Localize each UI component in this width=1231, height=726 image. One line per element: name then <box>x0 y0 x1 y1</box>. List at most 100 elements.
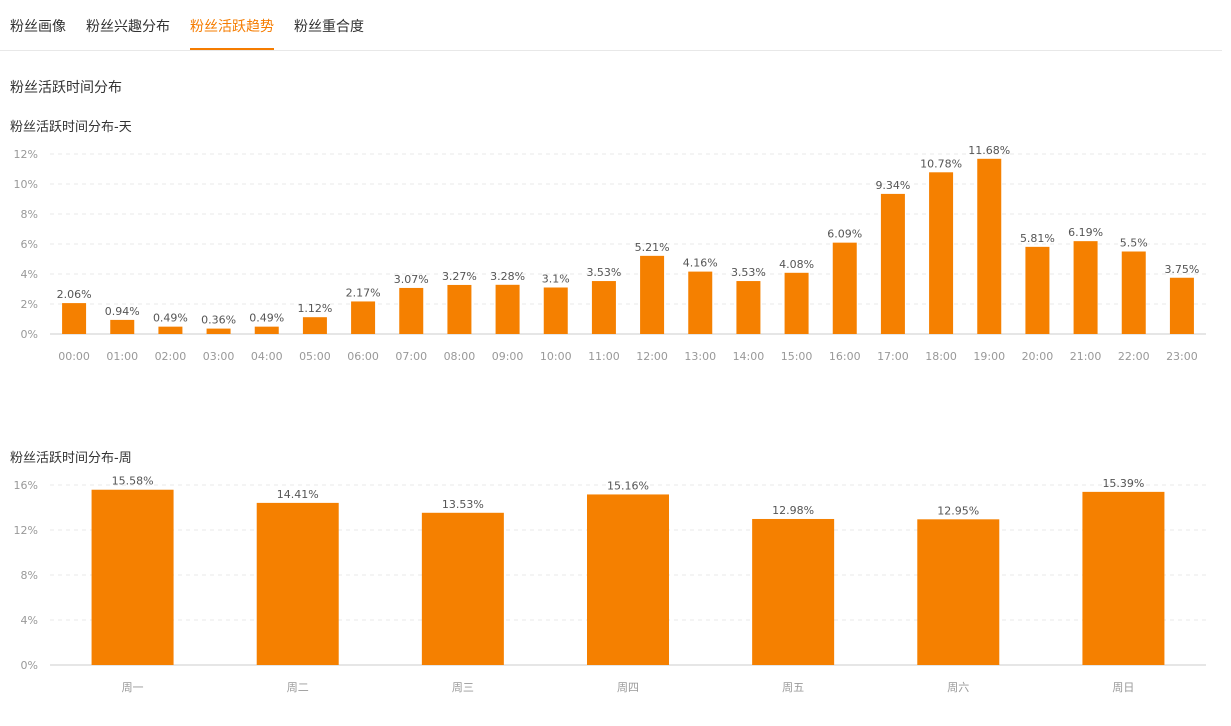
daily-chart-value-label: 3.75% <box>1164 263 1199 276</box>
weekly-activity-chart: 0% 4% 8% 12% 16% 15.58% 周一 14.41% 周二 13.53% 周三 15.1… <box>14 475 1206 694</box>
daily-chart-xtick-label: 19:00 <box>973 350 1005 363</box>
daily-chart-ytick-label: 10% <box>14 178 38 191</box>
daily-chart-xtick-label: 21:00 <box>1070 350 1102 363</box>
weekly-chart-ytick-label: 16% <box>14 479 38 492</box>
weekly-chart-bar[interactable] <box>587 494 669 665</box>
weekly-chart-xtick-label: 周日 <box>1112 681 1134 694</box>
daily-chart-bar[interactable] <box>1073 241 1098 334</box>
tab-fan-profile[interactable]: 粉丝画像 <box>10 19 66 35</box>
daily-chart-bar[interactable] <box>736 281 761 334</box>
daily-chart-xtick-label: 02:00 <box>155 350 187 363</box>
daily-chart-ytick-label: 0% <box>21 328 38 341</box>
daily-chart-bar[interactable] <box>543 287 568 335</box>
weekly-chart-title: 粉丝活跃时间分布-周 <box>10 451 132 466</box>
daily-chart-value-label: 4.16% <box>683 257 718 270</box>
weekly-chart-xtick-label: 周六 <box>947 681 969 694</box>
daily-chart-ytick-label: 4% <box>21 268 38 281</box>
daily-chart-bar[interactable] <box>110 319 135 334</box>
daily-chart-value-label: 1.12% <box>297 302 332 315</box>
daily-chart-value-label: 3.07% <box>394 273 429 286</box>
daily-chart-xtick-label: 00:00 <box>58 350 90 363</box>
daily-chart-value-label: 9.34% <box>875 179 910 192</box>
daily-chart-bar[interactable] <box>254 326 279 334</box>
daily-chart-bar[interactable] <box>832 242 857 334</box>
daily-chart-bar[interactable] <box>302 317 327 334</box>
daily-chart-ytick-label: 2% <box>21 298 38 311</box>
weekly-chart-value-label: 15.58% <box>112 475 154 488</box>
daily-chart-bar[interactable] <box>62 303 87 334</box>
daily-chart-ytick-label: 8% <box>21 208 38 221</box>
daily-chart-value-label: 2.06% <box>57 288 92 301</box>
daily-chart-ytick-label: 6% <box>21 238 38 251</box>
daily-chart-bar[interactable] <box>784 272 809 334</box>
weekly-chart-bar[interactable] <box>256 502 339 665</box>
weekly-chart-bar[interactable] <box>421 512 504 665</box>
daily-chart-xtick-label: 13:00 <box>684 350 716 363</box>
daily-chart-value-label: 0.36% <box>201 314 236 327</box>
daily-chart-value-label: 3.53% <box>731 266 766 279</box>
daily-chart-value-label: 0.49% <box>249 312 284 325</box>
daily-activity-chart: 0% 2% 4% 6% 8% 10% 12% 2.06% 00:00 0.94% 01:00 0.49… <box>14 144 1206 363</box>
daily-chart-bar[interactable] <box>158 326 183 334</box>
weekly-chart-bar[interactable] <box>1082 491 1165 665</box>
daily-chart-ytick-label: 12% <box>14 148 38 161</box>
daily-chart-value-label: 0.94% <box>105 305 140 318</box>
daily-chart-xtick-label: 18:00 <box>925 350 957 363</box>
daily-chart-xtick-label: 05:00 <box>299 350 331 363</box>
daily-chart-bar[interactable] <box>447 284 472 334</box>
daily-chart-xtick-label: 08:00 <box>444 350 476 363</box>
daily-chart-bar[interactable] <box>688 271 713 334</box>
daily-chart-bar[interactable] <box>929 172 954 334</box>
daily-chart-value-label: 3.28% <box>490 270 525 283</box>
daily-chart-xtick-label: 15:00 <box>781 350 813 363</box>
daily-chart-xtick-label: 01:00 <box>106 350 138 363</box>
tab-fan-overlap[interactable]: 粉丝重合度 <box>294 19 364 35</box>
daily-chart-value-label: 11.68% <box>968 144 1010 157</box>
daily-chart-value-label: 4.08% <box>779 258 814 271</box>
daily-chart-bar[interactable] <box>1169 277 1194 334</box>
tab-fan-activity-trend[interactable]: 粉丝活跃趋势 <box>190 19 274 35</box>
daily-chart-bar[interactable] <box>495 284 520 334</box>
daily-chart-bar[interactable] <box>399 287 424 334</box>
daily-chart-bar[interactable] <box>206 328 231 334</box>
daily-chart-bar[interactable] <box>1121 251 1146 335</box>
weekly-chart-value-label: 13.53% <box>442 498 484 511</box>
weekly-chart-bar[interactable] <box>917 519 1000 665</box>
daily-chart-xtick-label: 09:00 <box>492 350 524 363</box>
weekly-chart-value-label: 15.16% <box>607 479 649 492</box>
weekly-chart-bar[interactable] <box>752 518 835 665</box>
weekly-chart-xtick-label: 周四 <box>617 681 639 694</box>
weekly-chart-value-label: 12.95% <box>937 504 979 517</box>
weekly-chart-ytick-label: 8% <box>21 569 38 582</box>
daily-chart-value-label: 6.19% <box>1068 226 1103 239</box>
weekly-chart-bar[interactable] <box>91 489 174 665</box>
daily-chart-xtick-label: 07:00 <box>395 350 427 363</box>
daily-chart-bar[interactable] <box>1025 246 1050 334</box>
weekly-chart-ytick-label: 0% <box>21 659 38 672</box>
daily-chart-bar[interactable] <box>977 158 1002 334</box>
daily-chart-value-label: 0.49% <box>153 312 188 325</box>
daily-chart-bar[interactable] <box>640 255 665 334</box>
daily-chart-bar[interactable] <box>591 281 616 334</box>
tab-bar: 粉丝画像 粉丝兴趣分布 粉丝活跃趋势 粉丝重合度 <box>0 0 1222 51</box>
daily-chart-value-label: 6.09% <box>827 228 862 241</box>
active-tab-indicator <box>190 48 274 50</box>
daily-chart-value-label: 10.78% <box>920 157 962 170</box>
daily-chart-xtick-label: 12:00 <box>636 350 668 363</box>
daily-chart-value-label: 3.27% <box>442 270 477 283</box>
daily-chart-xtick-label: 04:00 <box>251 350 283 363</box>
daily-chart-xtick-label: 17:00 <box>877 350 909 363</box>
daily-chart-bar[interactable] <box>351 301 376 334</box>
daily-chart-xtick-label: 11:00 <box>588 350 620 363</box>
daily-chart-xtick-label: 20:00 <box>1022 350 1054 363</box>
weekly-chart-xtick-label: 周一 <box>122 681 144 694</box>
weekly-chart-xtick-label: 周三 <box>452 681 474 694</box>
daily-chart-value-label: 5.5% <box>1120 237 1148 250</box>
weekly-chart-value-label: 15.39% <box>1102 477 1144 490</box>
tab-fan-interest[interactable]: 粉丝兴趣分布 <box>86 19 170 35</box>
daily-chart-xtick-label: 06:00 <box>347 350 379 363</box>
daily-chart-xtick-label: 23:00 <box>1166 350 1198 363</box>
daily-chart-bar[interactable] <box>880 193 905 334</box>
daily-chart-title: 粉丝活跃时间分布-天 <box>10 120 132 135</box>
section-title: 粉丝活跃时间分布 <box>10 80 122 96</box>
